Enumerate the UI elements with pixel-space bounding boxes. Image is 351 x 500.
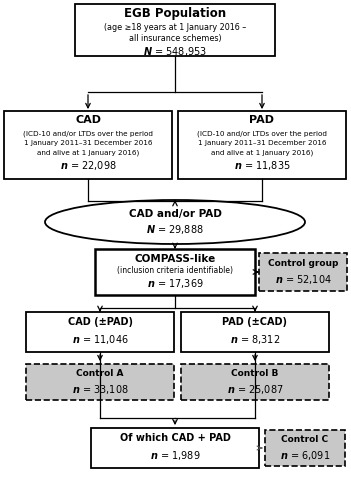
Text: (ICD-10 and/or LTDs over the period: (ICD-10 and/or LTDs over the period — [23, 130, 153, 137]
FancyBboxPatch shape — [26, 312, 174, 352]
Ellipse shape — [45, 200, 305, 244]
Text: PAD (±CAD): PAD (±CAD) — [223, 317, 287, 327]
FancyBboxPatch shape — [4, 111, 172, 179]
Text: and alive at 1 January 2016): and alive at 1 January 2016) — [211, 150, 313, 156]
Text: $\bfit{n}$ = 52,104: $\bfit{n}$ = 52,104 — [274, 272, 331, 285]
FancyBboxPatch shape — [265, 430, 345, 466]
Text: $\bfit{N}$ = 548,953: $\bfit{N}$ = 548,953 — [143, 44, 207, 58]
Text: CAD: CAD — [75, 115, 101, 125]
Text: EGB Population: EGB Population — [124, 8, 226, 20]
FancyBboxPatch shape — [75, 4, 275, 56]
Text: Control B: Control B — [231, 368, 279, 378]
Text: $\bfit{n}$ = 11,835: $\bfit{n}$ = 11,835 — [234, 160, 290, 172]
Text: all insurance schemes): all insurance schemes) — [129, 34, 221, 42]
Text: (age ≥18 years at 1 January 2016 –: (age ≥18 years at 1 January 2016 – — [104, 22, 246, 32]
Text: PAD: PAD — [250, 115, 274, 125]
Text: CAD and/or PAD: CAD and/or PAD — [128, 209, 221, 219]
Text: $\bfit{n}$ = 11,046: $\bfit{n}$ = 11,046 — [72, 332, 128, 345]
Text: (ICD-10 and/or LTDs over the period: (ICD-10 and/or LTDs over the period — [197, 130, 327, 137]
FancyBboxPatch shape — [95, 249, 255, 295]
Text: $\bfit{N}$ = 29,888: $\bfit{N}$ = 29,888 — [146, 222, 204, 235]
Text: Control A: Control A — [76, 368, 124, 378]
Text: $\bfit{n}$ = 6,091: $\bfit{n}$ = 6,091 — [280, 450, 330, 462]
Text: Control group: Control group — [268, 258, 338, 268]
Text: Of which CAD + PAD: Of which CAD + PAD — [120, 433, 231, 443]
Text: and alive at 1 January 2016): and alive at 1 January 2016) — [37, 150, 139, 156]
Text: 1 January 2011–31 December 2016: 1 January 2011–31 December 2016 — [24, 140, 152, 146]
Text: CAD (±PAD): CAD (±PAD) — [67, 317, 132, 327]
Text: (inclusion criteria identifiable): (inclusion criteria identifiable) — [117, 266, 233, 276]
Text: $\bfit{n}$ = 33,108: $\bfit{n}$ = 33,108 — [72, 384, 128, 396]
Text: $\bfit{n}$ = 8,312: $\bfit{n}$ = 8,312 — [230, 332, 280, 345]
Text: COMPASS-like: COMPASS-like — [134, 254, 216, 264]
Text: $\bfit{n}$ = 1,989: $\bfit{n}$ = 1,989 — [150, 450, 200, 462]
FancyBboxPatch shape — [181, 312, 329, 352]
Text: $\bfit{n}$ = 22,098: $\bfit{n}$ = 22,098 — [60, 160, 117, 172]
FancyBboxPatch shape — [259, 253, 347, 291]
Text: Control C: Control C — [282, 434, 329, 444]
Text: $\bfit{n}$ = 17,369: $\bfit{n}$ = 17,369 — [147, 278, 203, 290]
FancyBboxPatch shape — [178, 111, 346, 179]
FancyBboxPatch shape — [26, 364, 174, 400]
FancyBboxPatch shape — [91, 428, 259, 468]
Text: 1 January 2011–31 December 2016: 1 January 2011–31 December 2016 — [198, 140, 326, 146]
FancyBboxPatch shape — [181, 364, 329, 400]
Text: $\bfit{n}$ = 25,087: $\bfit{n}$ = 25,087 — [227, 384, 283, 396]
